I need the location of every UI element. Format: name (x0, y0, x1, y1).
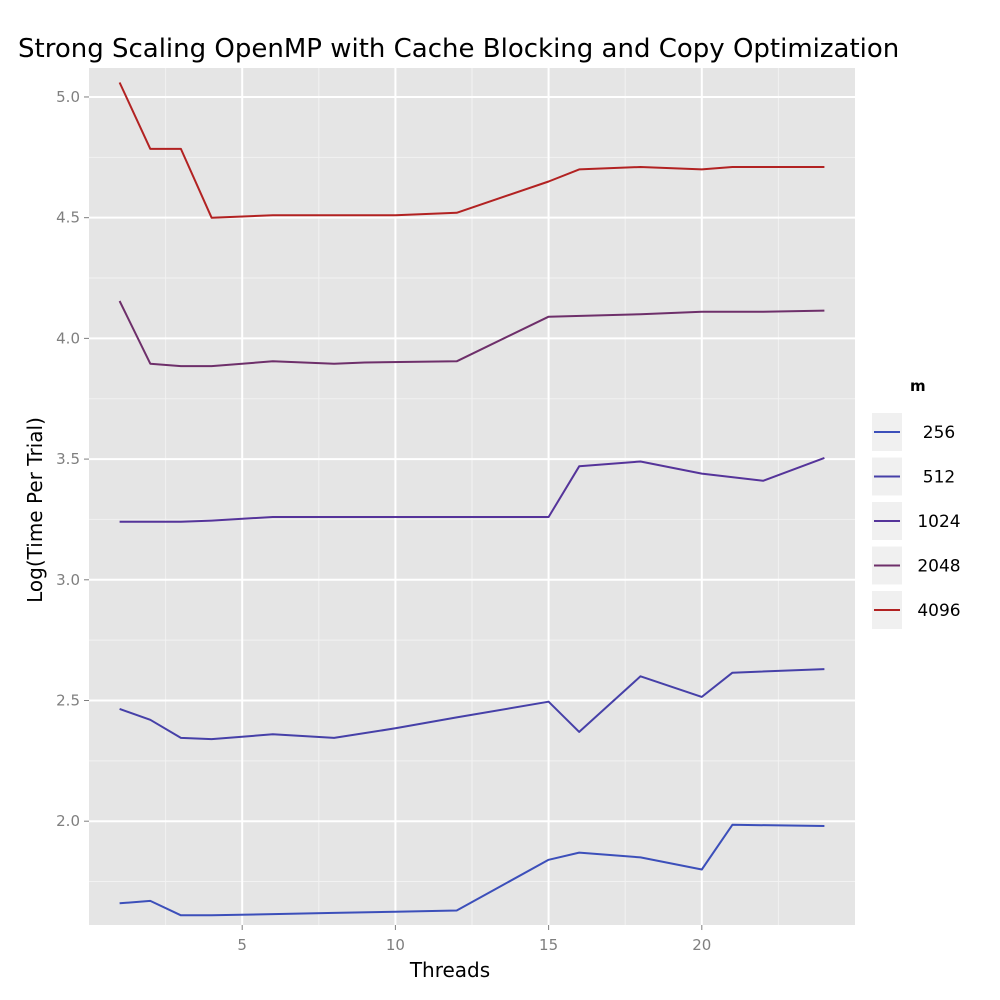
y-tick-label: 3.5 (56, 450, 80, 468)
series-lines (118, 82, 825, 917)
series-line-256 (119, 823, 825, 917)
y-axis-label: Log(Time Per Trial) (23, 417, 47, 603)
legend-label-1024: 1024 (917, 512, 960, 532)
x-axis-ticks: 5 10 15 20 (237, 925, 711, 954)
y-tick-label: 4.5 (56, 209, 80, 227)
y-tick-label: 2.5 (56, 691, 80, 709)
series-line-2048 (118, 300, 825, 368)
y-axis-ticks: 2.0 2.5 3.0 3.5 4.0 4.5 5.0 (56, 88, 89, 830)
legend-label-512: 512 (923, 468, 955, 488)
series-line-512 (119, 668, 825, 741)
legend-label-2048: 2048 (917, 557, 960, 577)
x-tick-label: 10 (386, 936, 405, 954)
y-tick-label: 3.0 (56, 571, 80, 589)
major-gridlines (89, 68, 855, 925)
legend: m 256 512 1024 2048 4096 (872, 377, 961, 629)
series-line-4096 (118, 82, 825, 219)
legend-label-256: 256 (923, 423, 955, 443)
y-tick-label: 2.0 (56, 812, 80, 830)
legend-label-4096: 4096 (917, 601, 960, 621)
x-tick-label: 20 (692, 936, 711, 954)
x-tick-label: 5 (237, 936, 247, 954)
legend-title: m (910, 377, 926, 395)
chart-title: Strong Scaling OpenMP with Cache Blockin… (18, 34, 899, 64)
y-tick-label: 4.0 (56, 329, 80, 347)
x-tick-label: 15 (539, 936, 558, 954)
series-line-1024 (119, 456, 825, 523)
x-axis-label: Threads (409, 958, 490, 982)
y-tick-label: 5.0 (56, 88, 80, 106)
